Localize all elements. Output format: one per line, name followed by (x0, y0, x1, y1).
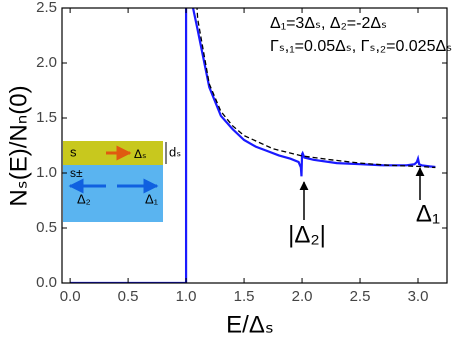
inset-layer (63, 165, 163, 222)
y-tick-label: 1.5 (36, 109, 57, 126)
line-series (70, 8, 436, 283)
inset-label: dₛ (169, 144, 181, 159)
x-tick-label: 1.5 (234, 288, 255, 305)
y-tick-label: 0.0 (36, 274, 57, 291)
y-tick-label: 0.5 (36, 219, 57, 236)
x-axis-label: E/Δₛ (226, 311, 274, 338)
annotation: Δ₁=3Δₛ, Δ₂=-2Δₛ (270, 15, 387, 32)
y-tick-label: 2.5 (36, 0, 57, 16)
annotation: Δ₁ (416, 200, 440, 227)
y-tick-label: 1.0 (36, 164, 57, 181)
x-tick-label: 2.5 (350, 288, 371, 305)
y-axis-label: Nₛ(E)/Nₙ(0) (5, 85, 32, 206)
annotation: |Δ₂| (288, 221, 326, 248)
inset: s Δₛ dₛ s± Δ₂ Δ₁ (63, 141, 181, 222)
x-tick-label: 1.0 (176, 288, 197, 305)
inset-label: Δ₂ (77, 191, 91, 206)
inset-label: Δ₁ (145, 191, 159, 206)
inset-label: s± (70, 166, 83, 180)
plot-frame (61, 7, 448, 284)
x-tick-label: 3.0 (408, 288, 429, 305)
x-tick-label: 2.0 (292, 288, 313, 305)
inset-label: Δₛ (134, 147, 147, 161)
x-tick-label: 0.0 (60, 288, 81, 305)
plot-area (70, 8, 436, 283)
annotation: Γₛ,₁=0.05Δₛ, Γₛ,₂=0.025Δₛ (270, 38, 452, 55)
inset-label: s (70, 144, 77, 159)
line-series (196, 8, 436, 169)
x-tick-label: 0.5 (118, 288, 139, 305)
y-tick-label: 2.0 (36, 54, 57, 71)
